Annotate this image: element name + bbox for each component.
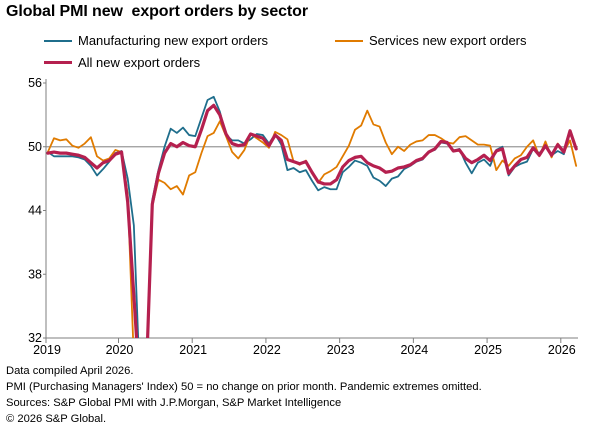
legend-label-all: All new export orders [78, 55, 201, 70]
legend-swatch-manufacturing [44, 39, 72, 42]
x-tick-label: 2023 [327, 343, 355, 357]
x-tick-label: 2026 [548, 343, 576, 357]
x-tick-label: 2022 [253, 343, 281, 357]
footnote-pmi-definition: PMI (Purchasing Managers' Index) 50 = no… [6, 381, 482, 393]
y-tick-label: 44 [28, 204, 42, 218]
legend-swatch-all [44, 61, 72, 64]
x-tick-label: 2025 [474, 343, 502, 357]
series-line-all-new-export-orders [46, 103, 578, 338]
x-tick-label: 2021 [179, 343, 207, 357]
x-tick-label: 2024 [400, 343, 428, 357]
footnote-data-compiled: Data compiled April 2026. [6, 365, 134, 377]
legend-item-all: All new export orders [44, 55, 200, 70]
legend-label-manufacturing: Manufacturing new export orders [78, 33, 269, 48]
legend-label-services: Services new export orders [369, 33, 527, 48]
x-tick-label: 2020 [106, 343, 134, 357]
plot-area [46, 95, 578, 338]
chart-title: Global PMI new export orders by sector [6, 3, 308, 20]
series-line-manufacturing-new-export-orders [46, 95, 578, 338]
y-tick-label: 32 [28, 331, 42, 345]
footnotes: Data compiled April 2026. PMI (Purchasin… [6, 363, 482, 427]
legend-item-manufacturing: Manufacturing new export orders [44, 33, 268, 48]
legend-item-services: Services new export orders [335, 33, 527, 48]
footnote-copyright: © 2026 S&P Global. [6, 413, 107, 425]
x-tick-label: 2019 [33, 343, 61, 357]
y-tick-label: 56 [28, 76, 42, 90]
footnote-sources: Sources: S&P Global PMI with J.P.Morgan,… [6, 397, 342, 409]
y-tick-label: 38 [28, 267, 42, 281]
legend-swatch-services [335, 39, 363, 42]
y-tick-label: 50 [28, 140, 42, 154]
